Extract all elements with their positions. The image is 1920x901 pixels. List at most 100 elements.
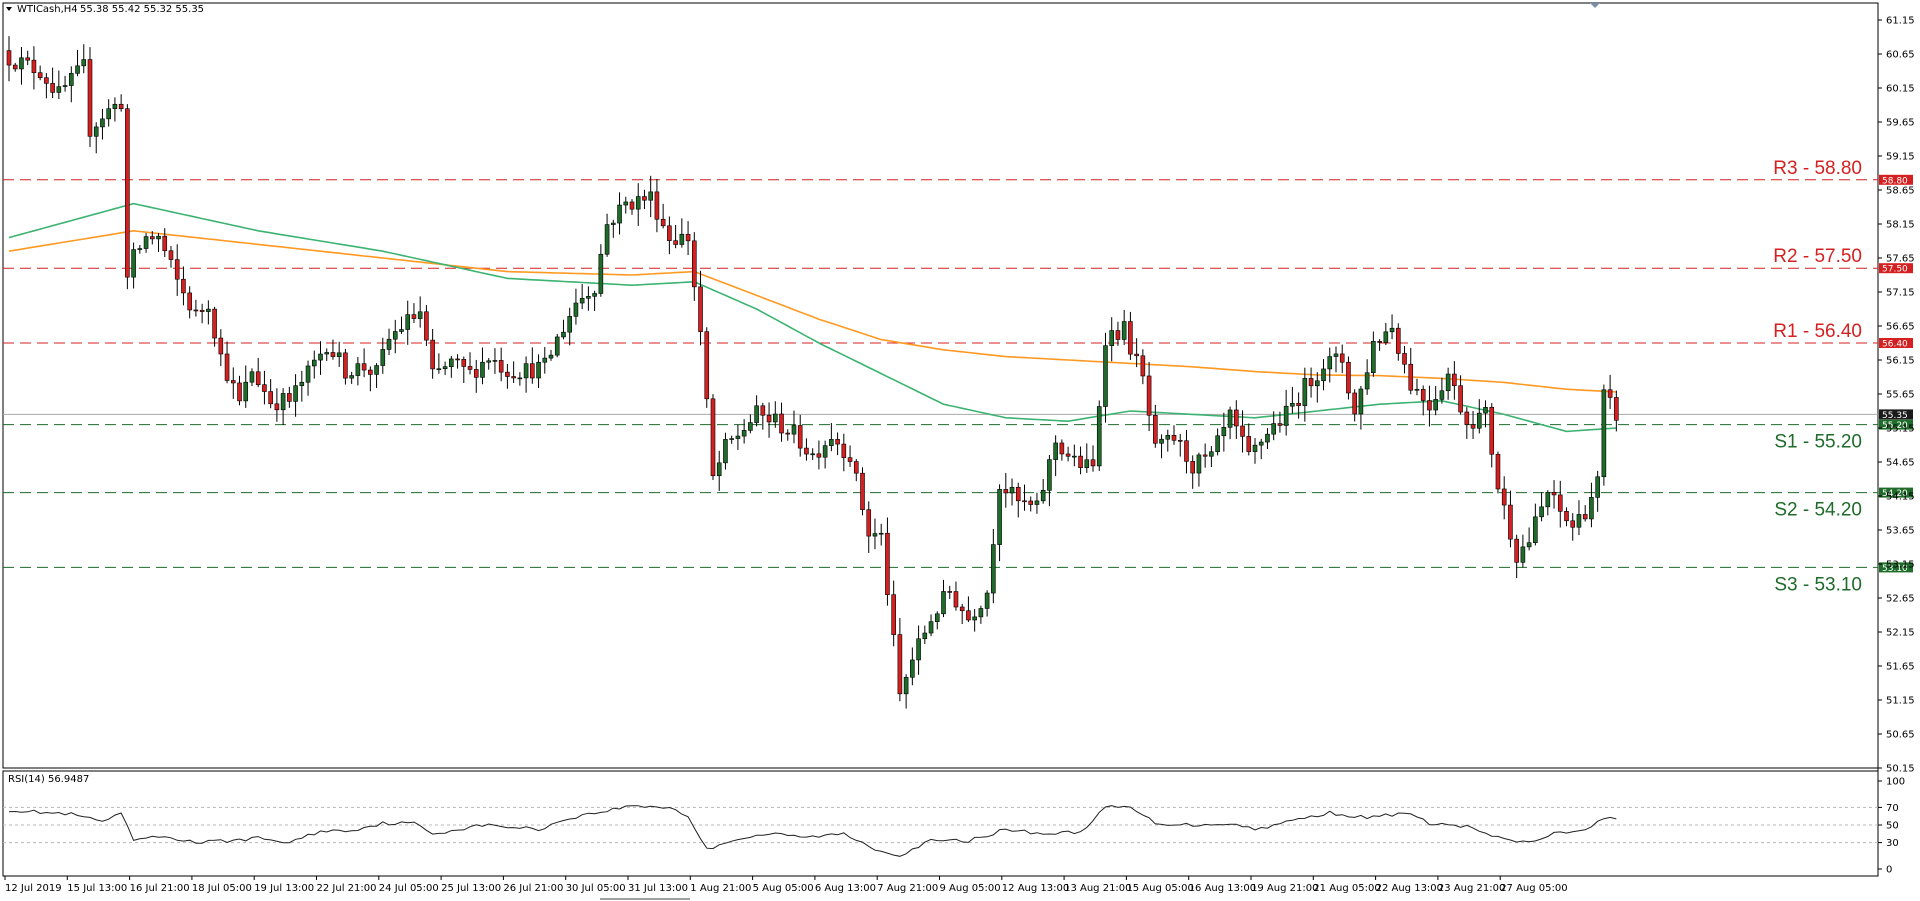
candle-body bbox=[193, 309, 199, 312]
price-tick-label: 53.65 bbox=[1886, 526, 1915, 537]
candle-body bbox=[885, 532, 890, 595]
candle-body bbox=[274, 403, 280, 411]
candle-body bbox=[1034, 500, 1040, 505]
levels-layer: R3 - 58.80 58.80 R2 - 57.50 57.50 R1 - 56.40… bbox=[3, 158, 1913, 595]
candle-body bbox=[1539, 506, 1544, 518]
candle-body bbox=[1427, 400, 1432, 411]
candle-body bbox=[1015, 486, 1021, 502]
candle-body bbox=[903, 676, 909, 695]
candle-body bbox=[511, 376, 516, 379]
candle-body bbox=[1252, 444, 1258, 452]
candle-body bbox=[1514, 538, 1519, 563]
candle-body bbox=[804, 447, 809, 455]
time-tick-label: 12 Aug 13:00 bbox=[1002, 883, 1069, 894]
candle-body bbox=[137, 248, 143, 250]
candle-body bbox=[1084, 459, 1090, 468]
price-tick-label: 51.65 bbox=[1886, 662, 1915, 673]
candle-body bbox=[149, 236, 155, 240]
rsi-line bbox=[8, 805, 1617, 857]
candle-body bbox=[380, 349, 386, 366]
candle-body bbox=[517, 377, 523, 380]
candle-body bbox=[1121, 321, 1127, 340]
candle-body bbox=[69, 73, 74, 86]
rsi-tick-label: 50 bbox=[1886, 821, 1899, 832]
candle-body bbox=[1489, 406, 1495, 455]
price-tick-label: 52.65 bbox=[1886, 594, 1915, 605]
time-tick-label: 13 Aug 21:00 bbox=[1064, 883, 1131, 894]
level-label-support: S3 - 53.10 bbox=[1774, 574, 1862, 595]
price-tick-label: 55.15 bbox=[1886, 424, 1915, 435]
candle-body bbox=[698, 286, 703, 332]
price-tick-label: 53.15 bbox=[1886, 560, 1915, 571]
candle-body bbox=[592, 293, 597, 297]
candle-body bbox=[910, 659, 915, 678]
candle-body bbox=[1389, 327, 1395, 333]
chart-menu-icon[interactable] bbox=[6, 7, 12, 11]
candle-body bbox=[1265, 433, 1270, 443]
candle-body bbox=[473, 369, 479, 378]
candle-body bbox=[704, 331, 710, 400]
candle-body bbox=[349, 375, 354, 379]
candle-body bbox=[586, 296, 591, 299]
level-badge-text: 53.10 bbox=[1882, 564, 1908, 574]
candle-body bbox=[648, 191, 653, 201]
candle-body bbox=[255, 371, 261, 385]
candle-body bbox=[56, 86, 62, 93]
candle-body bbox=[972, 616, 977, 621]
shift-marker-icon[interactable] bbox=[1590, 3, 1600, 8]
level-badge bbox=[1879, 174, 1913, 185]
ma-fast-line bbox=[8, 202, 1617, 433]
candle-body bbox=[729, 438, 734, 440]
candle-body bbox=[1495, 453, 1501, 490]
candle-body bbox=[1184, 440, 1189, 462]
candle-body bbox=[1022, 500, 1027, 503]
candle-body bbox=[461, 359, 467, 367]
candle-body bbox=[118, 103, 124, 110]
candles bbox=[6, 36, 1619, 709]
candle-body bbox=[685, 233, 691, 242]
candle-body bbox=[187, 292, 192, 311]
time-tick-label: 7 Aug 21:00 bbox=[877, 883, 938, 894]
time-tick-label: 24 Jul 05:00 bbox=[379, 883, 439, 894]
time-tick-label: 25 Jul 13:00 bbox=[441, 883, 501, 894]
candle-body bbox=[25, 57, 30, 61]
candle-body bbox=[1327, 356, 1333, 370]
candle-body bbox=[374, 365, 379, 375]
candle-body bbox=[947, 591, 953, 593]
candle-body bbox=[1601, 389, 1607, 478]
candle-body bbox=[1159, 438, 1164, 444]
candle-body bbox=[287, 393, 292, 402]
price-tick-label: 51.15 bbox=[1886, 696, 1915, 707]
candle-body bbox=[934, 613, 940, 622]
candle-body bbox=[1134, 353, 1139, 357]
candle-body bbox=[1215, 435, 1220, 453]
candle-body bbox=[1545, 492, 1551, 508]
candle-body bbox=[1302, 378, 1308, 406]
candle-body bbox=[1564, 511, 1569, 522]
candle-body bbox=[953, 591, 959, 608]
candle-body bbox=[318, 353, 323, 361]
candle-body bbox=[536, 361, 541, 379]
candle-body bbox=[1246, 436, 1252, 452]
price-tick-label: 50.15 bbox=[1886, 764, 1915, 775]
candle-body bbox=[81, 59, 87, 67]
candle-body bbox=[617, 204, 622, 224]
candle-body bbox=[386, 338, 392, 350]
candle-body bbox=[424, 311, 429, 341]
candle-body bbox=[1533, 516, 1538, 543]
symbol-label: WTICash,H4 bbox=[17, 4, 78, 15]
candle-body bbox=[1258, 441, 1264, 446]
candle-body bbox=[673, 240, 678, 245]
candle-body bbox=[878, 532, 884, 535]
level-badge bbox=[1879, 419, 1913, 430]
candle-body bbox=[480, 361, 485, 378]
candle-body bbox=[336, 352, 342, 357]
candle-body bbox=[230, 380, 236, 384]
candle-body bbox=[891, 594, 896, 635]
candle-body bbox=[766, 414, 772, 423]
candle-body bbox=[131, 249, 136, 278]
candle-body bbox=[368, 369, 373, 375]
candle-body bbox=[218, 337, 224, 355]
